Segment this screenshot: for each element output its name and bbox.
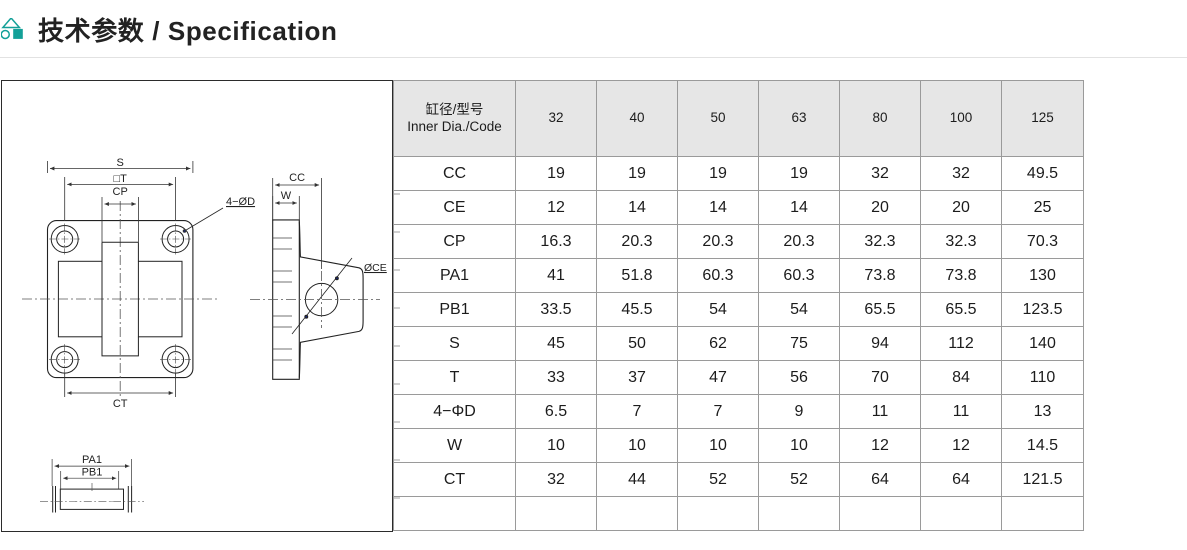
svg-text:PB1: PB1	[82, 467, 103, 479]
svg-text:CT: CT	[113, 398, 128, 410]
svg-text:□T: □T	[114, 173, 128, 185]
svg-text:ØCE: ØCE	[364, 262, 387, 274]
svg-text:W: W	[281, 190, 292, 202]
svg-text:CP: CP	[113, 186, 128, 198]
svg-text:PA1: PA1	[82, 454, 102, 466]
svg-text:4−ØD: 4−ØD	[226, 196, 255, 208]
svg-text:CC: CC	[289, 172, 305, 184]
svg-text:S: S	[117, 157, 124, 169]
